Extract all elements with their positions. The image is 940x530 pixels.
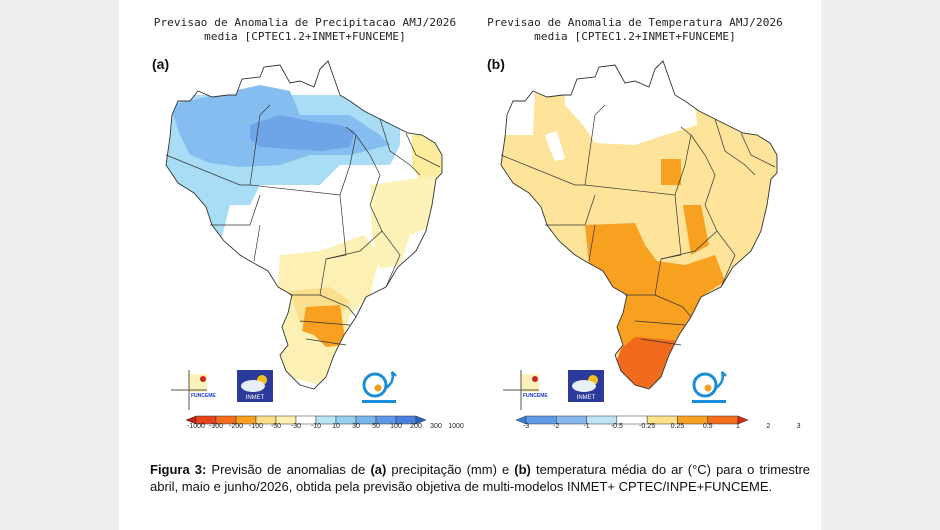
caption-text-2: precipitação (mm) e	[386, 462, 515, 477]
precip-neg50-area	[302, 305, 346, 347]
precipitation-colorbar	[186, 415, 426, 425]
panel-b-title-line1: Previsao de Anomalia de Temperatura AMJ/…	[487, 16, 783, 29]
caption-text-1: Previsão de anomalias de	[206, 462, 371, 477]
funceme-logo: FUNCEME	[503, 370, 549, 410]
inmet-logo: INMET	[237, 370, 273, 402]
precip-50-100-area	[250, 115, 355, 151]
temperature-colorbar-ticks: -3 -2 -1 -0.5 -0.25 0.25 0.5 1 2 3	[516, 423, 801, 432]
state-borders	[165, 104, 441, 346]
state-borders	[500, 104, 776, 346]
colorbar-tick-label: -3	[522, 423, 530, 430]
caption-text-3: temperatura média do ar (°C) para o trim…	[150, 462, 811, 494]
temp-0.5-1-area	[585, 223, 725, 355]
svg-text:INMET: INMET	[577, 395, 596, 401]
colorbar-tick-label: 3	[796, 423, 801, 430]
colorbar-tick-label: -200	[228, 423, 244, 430]
brazil-outline	[165, 60, 443, 390]
colorbar-tick-label: -30	[290, 423, 302, 430]
colorbar-tick-label: 100	[390, 423, 402, 430]
colorbar-tick-label: 50	[372, 423, 380, 430]
figure-caption: Figura 3: Previsão de anomalias de (a) p…	[150, 461, 810, 495]
panel-a-label: (a)	[152, 56, 170, 72]
svg-text:FUNCEME: FUNCEME	[191, 393, 216, 399]
colorbar-tick-label: 30	[352, 423, 360, 430]
panel-b-title: Previsao de Anomalia de Temperatura AMJ/…	[470, 16, 800, 44]
colorbar-extend-high	[737, 415, 748, 425]
precipitation-anomaly-map	[165, 60, 443, 390]
inpe-logo	[688, 370, 730, 404]
precip-ne-neg30-area	[412, 135, 442, 185]
caption-a: (a)	[370, 462, 387, 477]
panel-a-title-line1: Previsao de Anomalia de Precipitacao AMJ…	[153, 16, 457, 29]
svg-text:INMET: INMET	[246, 395, 265, 401]
colorbar-tick-label: 200	[410, 423, 422, 430]
precipitation-colorbar-ticks: -1000 -300 -200 -100 -50 -30 -10 10 30 50 100 200 30…	[186, 423, 464, 432]
colorbar-tick-label: -300	[208, 423, 224, 430]
temperature-anomaly-map	[500, 60, 778, 390]
temperature-colorbar	[516, 415, 748, 425]
panel-b-title-line2: media [CPTEC1.2+INMET+FUNCEME]	[534, 30, 736, 43]
colorbar-tick-label: -2	[553, 423, 560, 430]
caption-label: Figura 3:	[150, 462, 207, 477]
brazil-outline	[500, 60, 778, 390]
colorbar-tick-label: -0.5	[610, 423, 623, 430]
colorbar-extend-high	[415, 415, 426, 425]
inmet-logo: INMET	[568, 370, 604, 402]
temp-0.5-1-spot-area	[661, 159, 681, 185]
temp-neutral-north-area	[565, 61, 697, 145]
colorbar-tick-label: 300	[430, 423, 442, 430]
svg-text:FUNCEME: FUNCEME	[523, 393, 548, 399]
colorbar-tick-label: 2	[766, 423, 771, 430]
panel-b-label: (b)	[487, 56, 505, 72]
colorbar-tick-label: -1000	[187, 423, 205, 430]
panel-a-title-line2: media [CPTEC1.2+INMET+FUNCEME]	[204, 30, 406, 43]
panel-a-title: Previsao de Anomalia de Precipitacao AMJ…	[140, 16, 470, 44]
colorbar-tick-label: 0.25	[670, 423, 685, 430]
colorbar-tick-label: -10	[310, 423, 322, 430]
colorbar-tick-label: 1000	[448, 423, 464, 430]
colorbar-tick-label: -50	[270, 423, 282, 430]
funceme-logo: FUNCEME	[171, 370, 217, 410]
colorbar-tick-label: 0.5	[702, 423, 713, 430]
temp-neutral-amazon-area	[545, 131, 565, 161]
temp-neutral-west-area	[501, 91, 535, 135]
temp-0.5-1-se-area	[683, 205, 709, 255]
colorbar-tick-label: 10	[332, 423, 340, 430]
colorbar-tick-label: -1	[583, 423, 590, 430]
colorbar-tick-label: 1	[736, 423, 740, 430]
colorbar-tick-label: -0.25	[639, 423, 656, 430]
colorbar-tick-label: -100	[248, 423, 264, 430]
caption-b: (b)	[514, 462, 531, 477]
inpe-logo	[358, 370, 400, 404]
precip-neg10-area	[370, 175, 440, 269]
